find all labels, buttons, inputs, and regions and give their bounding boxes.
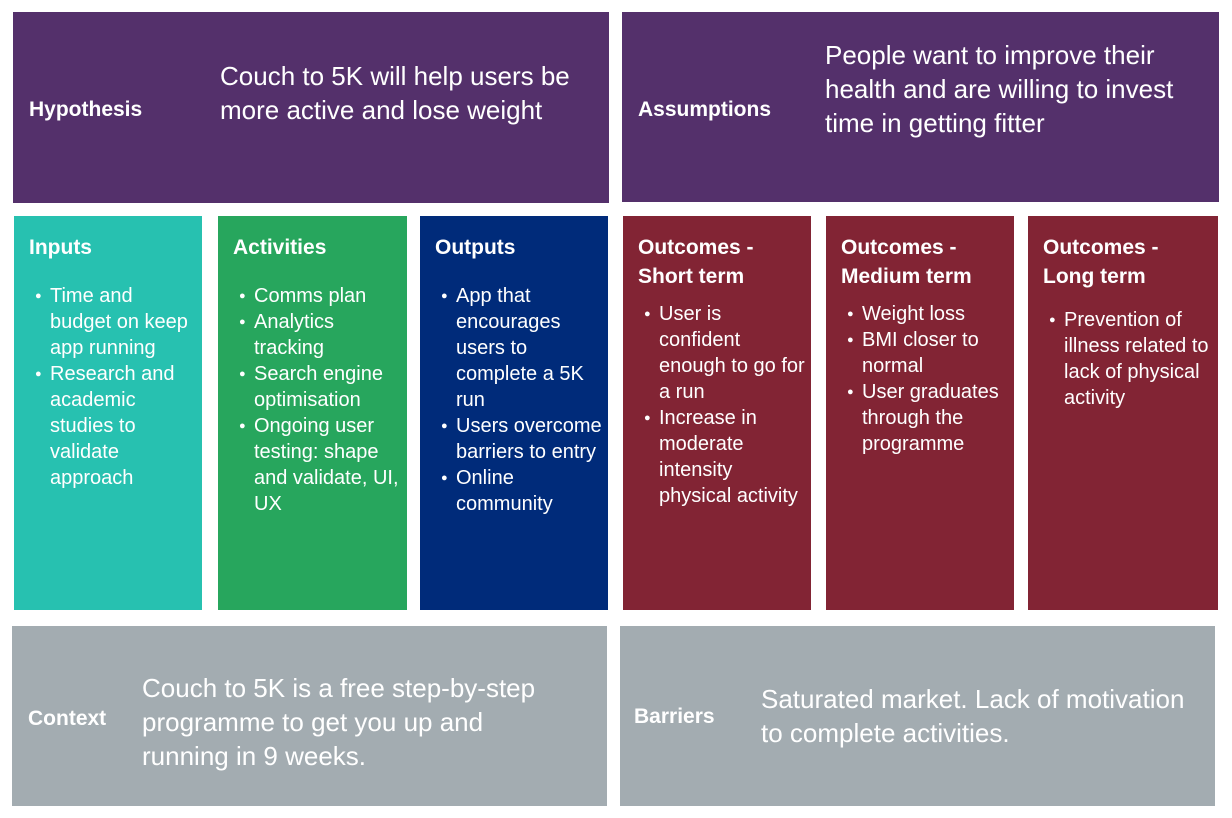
activities-list: Comms plan Analytics tracking Search eng… xyxy=(239,283,401,517)
list-item: User is confident enough to go for a run xyxy=(644,301,805,405)
outcomes-short-term-column: Outcomes - Short term User is confident … xyxy=(623,216,811,610)
context-label: Context xyxy=(28,707,107,730)
list-item: Prevention of illness related to lack of… xyxy=(1049,307,1212,411)
outcomes-short-term-list: User is confident enough to go for a run… xyxy=(644,301,805,509)
outputs-column: Outputs App that encourages users to com… xyxy=(420,216,608,610)
barriers-text: Saturated market. Lack of motivation to … xyxy=(761,684,1185,748)
list-item: App that encourages users to complete a … xyxy=(441,283,602,413)
assumptions-text: People want to improve their health and … xyxy=(825,40,1174,138)
outcomes-long-term-column: Outcomes - Long term Prevention of illne… xyxy=(1028,216,1218,610)
assumptions-label: Assumptions xyxy=(638,98,772,121)
list-item: Weight loss xyxy=(847,301,1008,327)
context-text: Couch to 5K is a free step-by-step progr… xyxy=(142,673,536,771)
activities-column: Activities Comms plan Analytics tracking… xyxy=(218,216,407,610)
list-item: Increase in moderate intensity physical … xyxy=(644,405,805,509)
assumptions-panel: Assumptions People want to improve their… xyxy=(622,12,1219,202)
list-item: Research and academic studies to validat… xyxy=(35,361,196,491)
activities-title: Activities xyxy=(233,236,327,259)
list-item: Analytics tracking xyxy=(239,309,401,361)
inputs-column: Inputs Time and budget on keep app runni… xyxy=(14,216,202,610)
outputs-title: Outputs xyxy=(435,236,516,259)
outcomes-medium-term-list: Weight loss BMI closer to normal User gr… xyxy=(847,301,1008,457)
hypothesis-panel: Hypothesis Couch to 5K will help users b… xyxy=(13,12,609,203)
barriers-label: Barriers xyxy=(634,705,715,728)
list-item: Online community xyxy=(441,465,602,517)
context-panel: Context Couch to 5K is a free step-by-st… xyxy=(12,626,607,806)
outputs-list: App that encourages users to complete a … xyxy=(441,283,602,517)
barriers-panel: Barriers Saturated market. Lack of motiv… xyxy=(620,626,1215,806)
inputs-title: Inputs xyxy=(29,236,92,259)
hypothesis-label: Hypothesis xyxy=(29,98,143,121)
outcomes-medium-term-title: Outcomes - Medium term xyxy=(841,236,972,288)
outcomes-short-term-title: Outcomes - Short term xyxy=(638,236,754,288)
outcomes-long-term-title: Outcomes - Long term xyxy=(1043,236,1159,288)
inputs-list: Time and budget on keep app running Rese… xyxy=(35,283,196,491)
list-item: Time and budget on keep app running xyxy=(35,283,196,361)
outcomes-long-term-list: Prevention of illness related to lack of… xyxy=(1049,307,1212,411)
list-item: BMI closer to normal xyxy=(847,327,1008,379)
list-item: Ongoing user testing: shape and validate… xyxy=(239,413,401,517)
list-item: User graduates through the programme xyxy=(847,379,1008,457)
hypothesis-text: Couch to 5K will help users be more acti… xyxy=(220,61,570,125)
list-item: Comms plan xyxy=(239,283,401,309)
list-item: Search engine optimisation xyxy=(239,361,401,413)
list-item: Users overcome barriers to entry xyxy=(441,413,602,465)
outcomes-medium-term-column: Outcomes - Medium term Weight loss BMI c… xyxy=(826,216,1014,610)
